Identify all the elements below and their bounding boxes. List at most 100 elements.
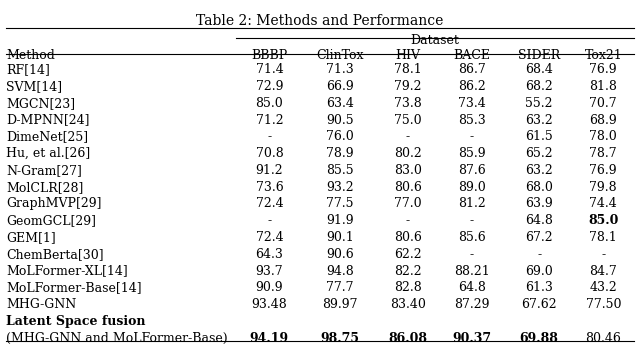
Text: 98.75: 98.75 (321, 332, 360, 345)
Text: 68.0: 68.0 (525, 181, 553, 193)
Text: 90.1: 90.1 (326, 231, 354, 244)
Text: 61.3: 61.3 (525, 281, 553, 294)
Text: 94.8: 94.8 (326, 265, 354, 277)
Text: 78.1: 78.1 (589, 231, 617, 244)
Text: RF[14]: RF[14] (6, 63, 51, 76)
Text: GeomGCL[29]: GeomGCL[29] (6, 214, 97, 227)
Text: 83.0: 83.0 (394, 164, 422, 177)
Text: 63.9: 63.9 (525, 197, 553, 210)
Text: 81.2: 81.2 (458, 197, 486, 210)
Text: 86.7: 86.7 (458, 63, 486, 76)
Text: 74.4: 74.4 (589, 197, 617, 210)
Text: 72.9: 72.9 (255, 80, 283, 93)
Text: 71.4: 71.4 (255, 63, 284, 76)
Text: MolCLR[28]: MolCLR[28] (6, 181, 84, 193)
Text: -: - (470, 130, 474, 143)
Text: 82.2: 82.2 (394, 265, 422, 277)
Text: DimeNet[25]: DimeNet[25] (6, 130, 88, 143)
Text: BACE: BACE (453, 49, 490, 62)
Text: 90.37: 90.37 (452, 332, 492, 345)
Text: 91.9: 91.9 (326, 214, 354, 227)
Text: 68.2: 68.2 (525, 80, 553, 93)
Text: -: - (406, 214, 410, 227)
Text: 84.7: 84.7 (589, 265, 617, 277)
Text: 80.2: 80.2 (394, 147, 422, 160)
Text: 73.8: 73.8 (394, 97, 422, 110)
Text: 93.48: 93.48 (252, 298, 287, 311)
Text: 63.2: 63.2 (525, 164, 553, 177)
Text: 63.2: 63.2 (525, 114, 553, 126)
Text: ClinTox: ClinTox (317, 49, 364, 62)
Text: 86.08: 86.08 (388, 332, 427, 345)
Text: -: - (537, 248, 541, 261)
Text: 65.2: 65.2 (525, 147, 553, 160)
Text: 94.19: 94.19 (250, 332, 289, 345)
Text: 90.6: 90.6 (326, 248, 354, 261)
Text: Hu, et al.[26]: Hu, et al.[26] (6, 147, 91, 160)
Text: 62.2: 62.2 (394, 248, 422, 261)
Text: 86.2: 86.2 (458, 80, 486, 93)
Text: MGCN[23]: MGCN[23] (6, 97, 76, 110)
Text: 88.21: 88.21 (454, 265, 490, 277)
Text: Table 2: Methods and Performance: Table 2: Methods and Performance (196, 14, 444, 28)
Text: 77.7: 77.7 (326, 281, 354, 294)
Text: -: - (268, 130, 271, 143)
Text: 66.9: 66.9 (326, 80, 354, 93)
Text: Tox21: Tox21 (584, 49, 622, 62)
Text: 79.8: 79.8 (589, 181, 617, 193)
Text: 85.3: 85.3 (458, 114, 486, 126)
Text: 75.0: 75.0 (394, 114, 422, 126)
Text: 85.0: 85.0 (588, 214, 618, 227)
Text: 80.46: 80.46 (586, 332, 621, 345)
Text: Method: Method (6, 49, 55, 62)
Text: ChemBerta[30]: ChemBerta[30] (6, 248, 104, 261)
Text: -: - (268, 214, 271, 227)
Text: Dataset: Dataset (410, 34, 459, 47)
Text: SIDER: SIDER (518, 49, 560, 62)
Text: 73.4: 73.4 (458, 97, 486, 110)
Text: 63.4: 63.4 (326, 97, 354, 110)
Text: 77.0: 77.0 (394, 197, 422, 210)
Text: 93.2: 93.2 (326, 181, 354, 193)
Text: 78.1: 78.1 (394, 63, 422, 76)
Text: 82.8: 82.8 (394, 281, 422, 294)
Text: 76.0: 76.0 (326, 130, 354, 143)
Text: MoLFormer-XL[14]: MoLFormer-XL[14] (6, 265, 128, 277)
Text: 89.0: 89.0 (458, 181, 486, 193)
Text: 68.9: 68.9 (589, 114, 617, 126)
Text: 78.9: 78.9 (326, 147, 354, 160)
Text: 76.9: 76.9 (589, 164, 617, 177)
Text: 79.2: 79.2 (394, 80, 421, 93)
Text: 90.5: 90.5 (326, 114, 354, 126)
Text: 81.8: 81.8 (589, 80, 617, 93)
Text: 72.4: 72.4 (255, 231, 284, 244)
Text: 64.3: 64.3 (255, 248, 284, 261)
Text: GEM[1]: GEM[1] (6, 231, 56, 244)
Text: 69.88: 69.88 (520, 332, 559, 345)
Text: 77.5: 77.5 (326, 197, 354, 210)
Text: (MHG-GNN and MoLFormer-Base): (MHG-GNN and MoLFormer-Base) (6, 332, 228, 345)
Text: 68.4: 68.4 (525, 63, 553, 76)
Text: 72.4: 72.4 (255, 197, 284, 210)
Text: 67.2: 67.2 (525, 231, 553, 244)
Text: -: - (406, 130, 410, 143)
Text: -: - (470, 248, 474, 261)
Text: 83.40: 83.40 (390, 298, 426, 311)
Text: 55.2: 55.2 (525, 97, 553, 110)
Text: 89.97: 89.97 (323, 298, 358, 311)
Text: -: - (601, 248, 605, 261)
Text: MHG-GNN: MHG-GNN (6, 298, 77, 311)
Text: -: - (470, 214, 474, 227)
Text: 43.2: 43.2 (589, 281, 617, 294)
Text: 85.0: 85.0 (255, 97, 284, 110)
Text: 71.3: 71.3 (326, 63, 354, 76)
Text: N-Gram[27]: N-Gram[27] (6, 164, 83, 177)
Text: Latent Space fusion: Latent Space fusion (6, 315, 146, 328)
Text: 73.6: 73.6 (255, 181, 284, 193)
Text: 78.0: 78.0 (589, 130, 617, 143)
Text: 64.8: 64.8 (458, 281, 486, 294)
Text: 76.9: 76.9 (589, 63, 617, 76)
Text: SVM[14]: SVM[14] (6, 80, 63, 93)
Text: MoLFormer-Base[14]: MoLFormer-Base[14] (6, 281, 142, 294)
Text: 61.5: 61.5 (525, 130, 553, 143)
